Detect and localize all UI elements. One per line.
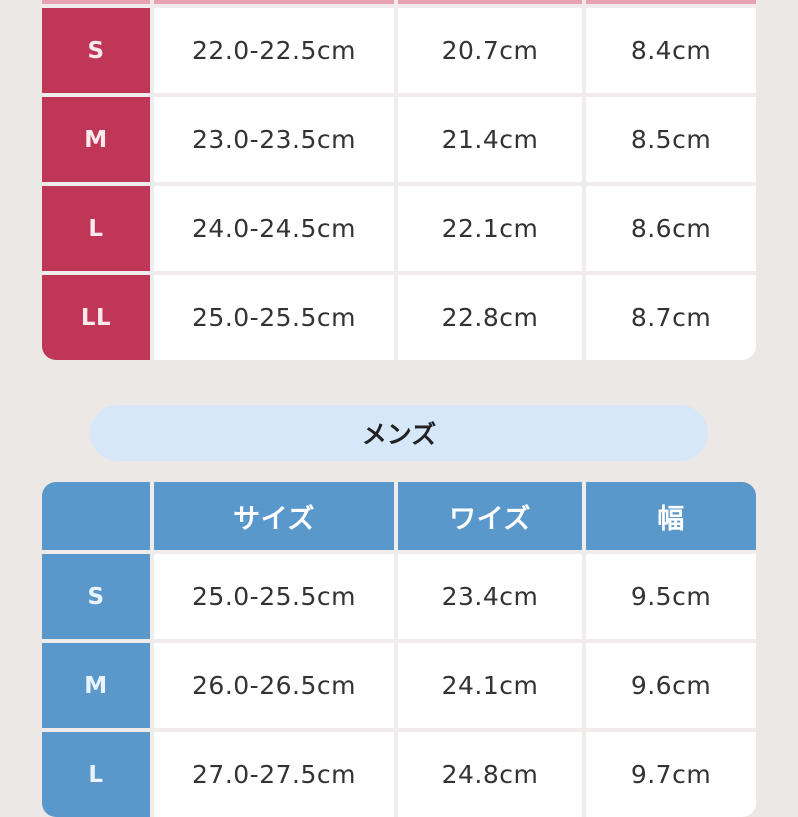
header-cell <box>42 0 150 4</box>
wise-cell: 24.8cm <box>398 732 582 817</box>
wise-cell: 20.7cm <box>398 8 582 93</box>
header-wise: ワイズ <box>398 482 582 550</box>
width-cell: 8.7cm <box>586 275 756 360</box>
header-size: サイズ <box>154 482 394 550</box>
width-cell: 9.6cm <box>586 643 756 728</box>
wise-cell: 24.1cm <box>398 643 582 728</box>
mens-size-table: サイズ ワイズ 幅 S 25.0-25.5cm 23.4cm 9.5cm M 2… <box>42 482 756 817</box>
foot-length-cell: 22.0-22.5cm <box>154 8 394 93</box>
width-cell: 8.5cm <box>586 97 756 182</box>
wise-cell: 22.8cm <box>398 275 582 360</box>
width-cell: 8.6cm <box>586 186 756 271</box>
wise-cell: 23.4cm <box>398 554 582 639</box>
width-cell: 8.4cm <box>586 8 756 93</box>
mens-section-title: メンズ <box>90 405 708 461</box>
header-cell <box>42 482 150 550</box>
foot-length-cell: 26.0-26.5cm <box>154 643 394 728</box>
foot-length-cell: 23.0-23.5cm <box>154 97 394 182</box>
size-label: M <box>42 643 150 728</box>
size-label: M <box>42 97 150 182</box>
header-cell <box>154 0 394 4</box>
header-cell <box>586 0 756 4</box>
size-label: S <box>42 554 150 639</box>
header-cell <box>398 0 582 4</box>
width-cell: 9.7cm <box>586 732 756 817</box>
size-label: L <box>42 732 150 817</box>
width-cell: 9.5cm <box>586 554 756 639</box>
foot-length-cell: 25.0-25.5cm <box>154 275 394 360</box>
foot-length-cell: 27.0-27.5cm <box>154 732 394 817</box>
size-label: S <box>42 8 150 93</box>
header-width: 幅 <box>586 482 756 550</box>
wise-cell: 21.4cm <box>398 97 582 182</box>
size-label: LL <box>42 275 150 360</box>
size-label: L <box>42 186 150 271</box>
foot-length-cell: 24.0-24.5cm <box>154 186 394 271</box>
wise-cell: 22.1cm <box>398 186 582 271</box>
womens-size-table: S 22.0-22.5cm 20.7cm 8.4cm M 23.0-23.5cm… <box>42 0 756 360</box>
foot-length-cell: 25.0-25.5cm <box>154 554 394 639</box>
